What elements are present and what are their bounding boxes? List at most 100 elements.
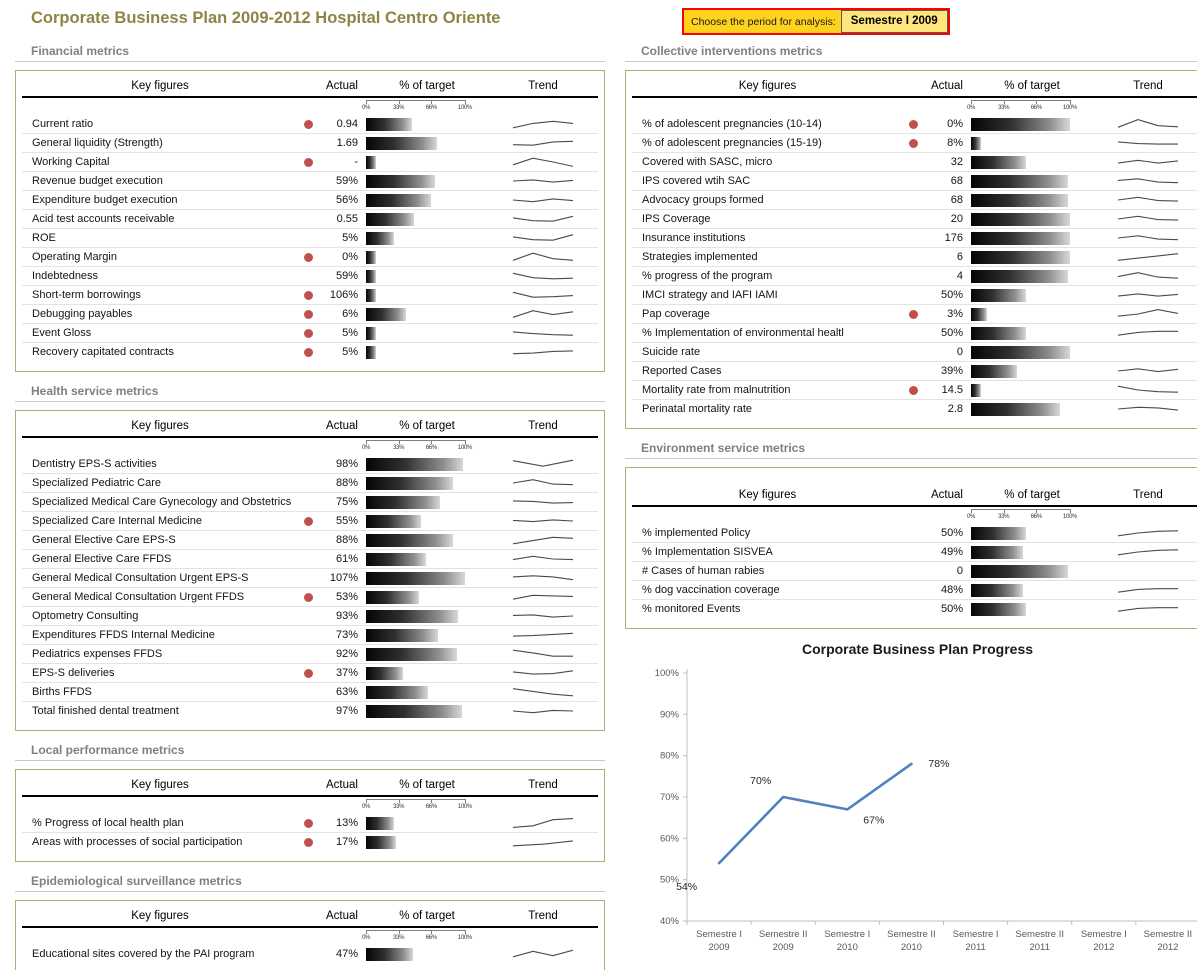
actual-value: 2.8 — [947, 403, 963, 415]
period-selector[interactable]: Choose the period for analysis: Semestre… — [682, 8, 950, 35]
actual-value: - — [354, 156, 358, 168]
col-key-figures: Key figures — [738, 489, 797, 501]
trend-sparkline — [488, 684, 598, 700]
table-row: Suicide rate 0 — [632, 343, 1197, 362]
actual-value: 68 — [950, 175, 963, 187]
trend-sparkline — [488, 306, 598, 322]
scale-tick-label: 66% — [425, 445, 437, 451]
table-row: % monitored Events 50% — [632, 600, 1197, 618]
svg-text:90%: 90% — [660, 709, 680, 720]
progress-chart-plot: 40% 50% 60% 70% 80% 90% 100% Semestre I 2009 Seme… — [655, 668, 1197, 953]
trend-sparkline — [488, 325, 598, 341]
col-trend: Trend — [1133, 489, 1163, 501]
trend-sparkline — [1093, 525, 1197, 541]
svg-text:Semestre I: Semestre I — [696, 929, 742, 940]
actual-value: 0% — [342, 251, 358, 263]
alert-dot-icon — [903, 308, 923, 320]
target-bar — [971, 602, 1093, 616]
actual-value: 5% — [342, 346, 358, 358]
scale-tick-label: 66% — [425, 105, 437, 111]
sparkline-icon — [512, 670, 574, 675]
target-scale: 0% 33% 66% 100% — [967, 100, 1077, 115]
svg-text:Semestre II: Semestre II — [1015, 929, 1064, 940]
panel-box: Key figures Actual % of target Trend 0% 3… — [15, 70, 605, 372]
sparkline-icon — [512, 840, 574, 847]
metric-label: Mortality rate from malnutrition — [642, 384, 791, 396]
actual-value: 55% — [335, 515, 358, 527]
metric-label: % dog vaccination coverage — [642, 584, 780, 596]
sparkline-icon — [1117, 368, 1179, 373]
metric-label: # Cases of human rabies — [642, 565, 765, 577]
panel-collective: Collective interventions metrics Key fig… — [625, 44, 1197, 429]
actual-value: 50% — [940, 527, 963, 539]
svg-text:67%: 67% — [863, 814, 884, 826]
target-bar — [971, 117, 1093, 131]
actual-value: 53% — [335, 591, 358, 603]
sparkline-icon — [512, 614, 574, 618]
trend-sparkline — [488, 513, 598, 529]
table-header: Key figures Actual % of target Trend — [22, 905, 598, 928]
alert-dot-icon — [298, 118, 318, 130]
table-row: Strategies implemented 6 — [632, 248, 1197, 267]
table-row: EPS-S deliveries 37% — [22, 664, 598, 683]
trend-sparkline — [488, 116, 598, 132]
actual-value: 61% — [335, 553, 358, 565]
target-bar — [971, 193, 1093, 207]
sparkline-icon — [1117, 330, 1178, 336]
col-actual: Actual — [326, 779, 358, 791]
metric-label: IMCI strategy and IAFI IAMI — [642, 289, 778, 301]
col-trend: Trend — [528, 80, 558, 92]
sparkline-icon — [1117, 215, 1179, 221]
actual-value: 32 — [950, 156, 963, 168]
trend-sparkline — [488, 946, 598, 962]
sparkline-icon — [512, 350, 574, 355]
section-title: Local performance metrics — [15, 743, 605, 761]
table-row: Current ratio 0.94 — [22, 115, 598, 134]
trend-sparkline — [1093, 544, 1197, 560]
metric-label: Operating Margin — [32, 251, 117, 263]
sparkline-icon — [1117, 196, 1179, 202]
panel-epidemiological: Epidemiological surveillance metrics Key… — [15, 874, 605, 970]
svg-text:Semestre I: Semestre I — [824, 929, 870, 940]
trend-sparkline — [488, 703, 598, 719]
period-selector-label: Choose the period for analysis: — [691, 16, 836, 28]
svg-text:Semestre I: Semestre I — [1081, 929, 1127, 940]
sparkline-icon — [1117, 178, 1179, 184]
col-actual: Actual — [326, 910, 358, 922]
table-row: Expenditures FFDS Internal Medicine 73% — [22, 626, 598, 645]
chart-title: Corporate Business Plan Progress — [801, 641, 1034, 657]
sparkline-icon — [1117, 272, 1179, 279]
panel-box: Key figures Actual % of target Trend 0% 3… — [15, 410, 605, 731]
table-header: Key figures Actual % of target Trend — [22, 75, 598, 98]
table-row: % of adolescent pregnancies (15-19) 8% — [632, 134, 1197, 153]
target-bar — [366, 345, 488, 359]
sparkline-icon — [1117, 588, 1178, 593]
table-row: IMCI strategy and IAFI IAMI 50% — [632, 286, 1197, 305]
col-key-figures: Key figures — [131, 910, 189, 922]
svg-text:2011: 2011 — [965, 942, 985, 953]
col-trend: Trend — [1133, 80, 1163, 92]
actual-value: 1.69 — [336, 137, 358, 149]
period-selector-value[interactable]: Semestre I 2009 — [840, 10, 948, 33]
sparkline-icon — [1117, 119, 1179, 128]
sparkline-icon — [512, 500, 574, 504]
sparkline-icon — [1117, 253, 1179, 261]
table-row: Pap coverage 3% — [632, 305, 1197, 324]
actual-value: 20 — [950, 213, 963, 225]
sparkline-icon — [1117, 159, 1179, 164]
actual-value: 59% — [335, 175, 358, 187]
metric-label: Indebtedness — [32, 270, 99, 282]
scale-tick-label: 0% — [361, 804, 371, 810]
metric-label: Reported Cases — [642, 365, 722, 377]
actual-value: 5% — [342, 327, 358, 339]
progress-chart: Corporate Business Plan Progress 40% 50% 60… — [625, 641, 1197, 970]
table-row: General liquidity (Strength) 1.69 — [22, 134, 598, 153]
metric-label: Insurance institutions — [642, 232, 746, 244]
actual-value: 3% — [947, 308, 963, 320]
metric-label: Educational sites covered by the PAI pro… — [32, 948, 255, 960]
col-trend: Trend — [528, 910, 558, 922]
svg-text:80%: 80% — [660, 751, 680, 762]
table-row: Reported Cases 39% — [632, 362, 1197, 381]
target-bar — [971, 174, 1093, 188]
metric-label: Working Capital — [32, 156, 110, 168]
